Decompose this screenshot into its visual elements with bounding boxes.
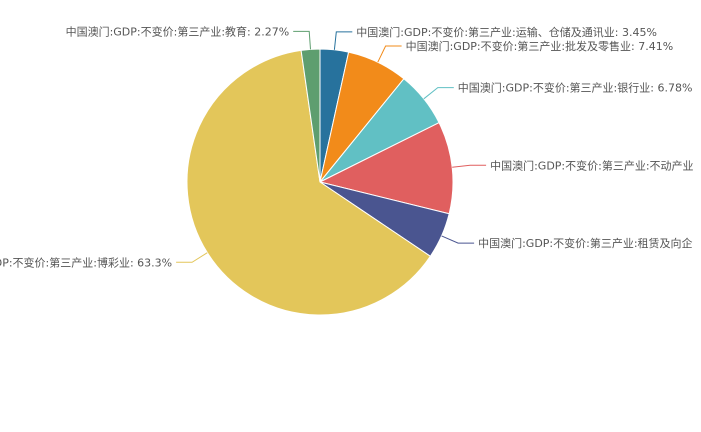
slice-label-2: 中国澳门:GDP:不变价:第三产业:银行业: 6.78%: [458, 81, 693, 95]
leader-line-3: [452, 164, 487, 168]
leader-line-4: [441, 235, 475, 244]
slice-label-4: 中国澳门:GDP:不变价:第三产业:租赁及向企: [478, 236, 692, 250]
slice-labels: 中国澳门:GDP:不变价:第三产业:运输、仓储及通讯业: 3.45%中国澳门:G…: [0, 24, 694, 269]
slice-label-6: 中国澳门:GDP:不变价:第三产业:教育: 2.27%: [66, 24, 290, 38]
leader-line-2: [423, 87, 454, 100]
leader-line-1: [377, 45, 402, 63]
slice-label-5: 中国澳门:GDP:不变价:第三产业:博彩业: 63.3%: [0, 255, 172, 269]
leader-line-6: [293, 30, 311, 50]
leader-line-0: [333, 31, 353, 50]
label-leader-lines: [176, 30, 487, 263]
leader-line-5: [176, 252, 208, 263]
slice-label-0: 中国澳门:GDP:不变价:第三产业:运输、仓储及通讯业: 3.45%: [356, 25, 657, 39]
pie-slice-6[interactable]: [300, 48, 321, 183]
pie-slices: [186, 48, 454, 316]
pie-slice-5[interactable]: [186, 49, 432, 316]
slice-label-1: 中国澳门:GDP:不变价:第三产业:批发及零售业: 7.41%: [406, 39, 674, 53]
pie-slice-3[interactable]: [318, 121, 454, 215]
slice-label-3: 中国澳门:GDP:不变价:第三产业:不动产业: [490, 158, 693, 172]
